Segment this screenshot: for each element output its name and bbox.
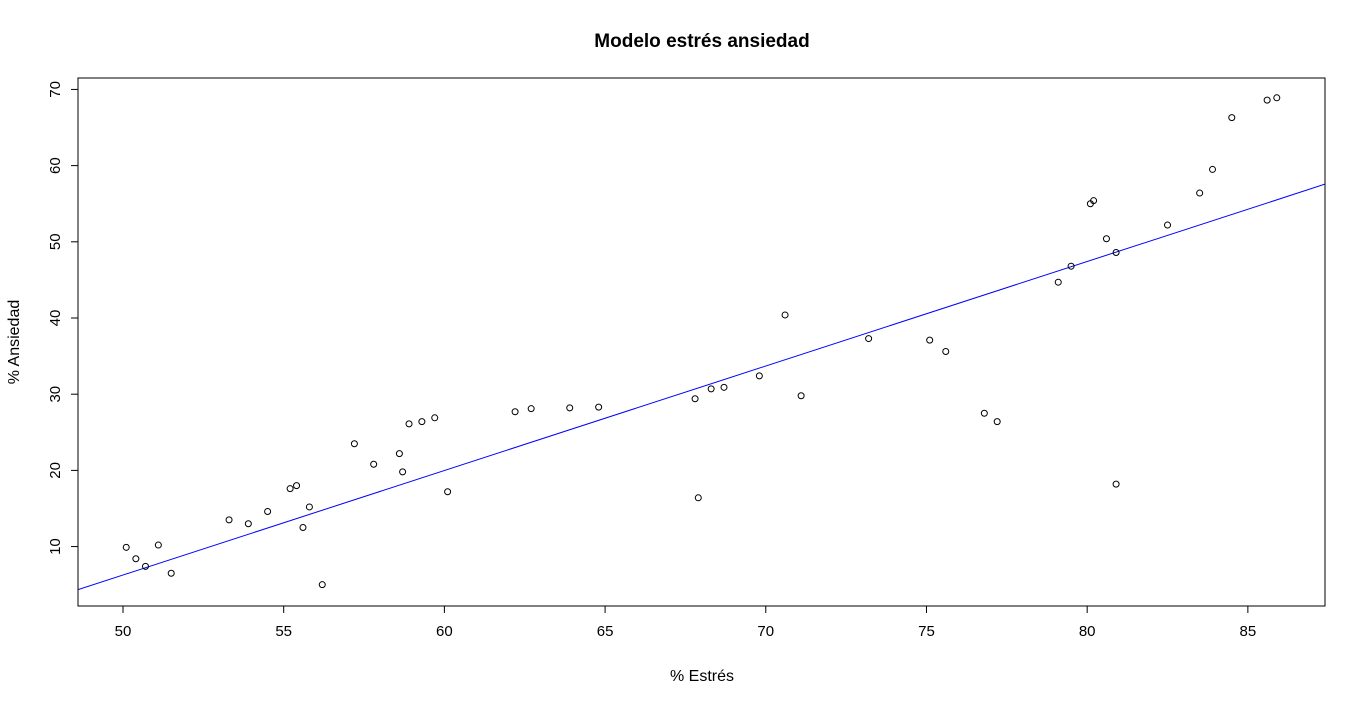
data-point (141, 562, 149, 570)
y-axis-label: % Ansiedad (6, 300, 23, 385)
data-point (1263, 96, 1271, 104)
data-point (865, 335, 873, 343)
data-point (299, 524, 307, 532)
data-point (318, 581, 326, 589)
data-point (444, 488, 452, 496)
x-tick-label: 55 (275, 623, 292, 640)
data-point (399, 468, 407, 476)
x-tick-label: 60 (436, 623, 453, 640)
y-tick-label: 20 (47, 462, 64, 479)
data-point (797, 392, 805, 400)
data-point (1102, 235, 1110, 243)
x-axis: 50 55 60 65 70 75 80 85 (115, 605, 1257, 640)
data-point (293, 482, 301, 490)
x-axis-label: % Estrés (670, 668, 734, 685)
x-tick-label: 75 (918, 623, 935, 640)
data-point (370, 460, 378, 468)
data-point (418, 418, 426, 426)
data-point (980, 409, 988, 417)
data-point (1090, 197, 1098, 205)
data-point (566, 404, 574, 412)
plot-frame (77, 77, 1326, 607)
data-point (122, 543, 130, 551)
x-tick-label: 80 (1079, 623, 1096, 640)
data-point (225, 516, 233, 524)
data-point (511, 408, 519, 416)
data-point (305, 503, 313, 511)
data-point (993, 418, 1001, 426)
data-point (527, 405, 535, 413)
data-point (707, 385, 715, 393)
data-point (1228, 114, 1236, 122)
x-tick-label: 65 (597, 623, 614, 640)
data-point (691, 395, 699, 403)
y-tick-label: 10 (47, 538, 64, 555)
data-point (942, 348, 950, 356)
y-axis: 10 20 30 40 50 60 70 (47, 81, 79, 555)
data-point (1112, 248, 1120, 256)
data-point (431, 414, 439, 422)
y-tick-label: 30 (47, 386, 64, 403)
data-point (926, 336, 934, 344)
data-point (244, 520, 252, 528)
regression-line (78, 183, 1325, 591)
data-point (1196, 189, 1204, 197)
data-point (264, 508, 272, 516)
data-point (132, 555, 140, 563)
y-tick-label: 70 (47, 81, 64, 98)
chart-title: Modelo estrés ansiedad (594, 31, 809, 52)
data-point (595, 403, 603, 411)
data-point (1273, 94, 1281, 102)
x-tick-label: 50 (115, 623, 132, 640)
data-point (1112, 480, 1120, 488)
data-point (720, 383, 728, 391)
data-point (286, 485, 294, 493)
data-point (781, 311, 789, 319)
data-point (405, 420, 413, 428)
y-tick-label: 60 (47, 157, 64, 174)
y-tick-label: 50 (47, 233, 64, 250)
data-point (1067, 262, 1075, 270)
data-point (1164, 221, 1172, 229)
plot-area (77, 77, 1326, 607)
data-point (154, 541, 162, 549)
data-point (1209, 165, 1217, 173)
data-point (694, 494, 702, 502)
data-point (755, 372, 763, 380)
data-point (395, 450, 403, 458)
y-tick-label: 40 (47, 310, 64, 327)
x-tick-label: 70 (757, 623, 774, 640)
data-point (1054, 278, 1062, 286)
data-point (167, 569, 175, 577)
x-tick-label: 85 (1240, 623, 1257, 640)
data-point (350, 440, 358, 448)
